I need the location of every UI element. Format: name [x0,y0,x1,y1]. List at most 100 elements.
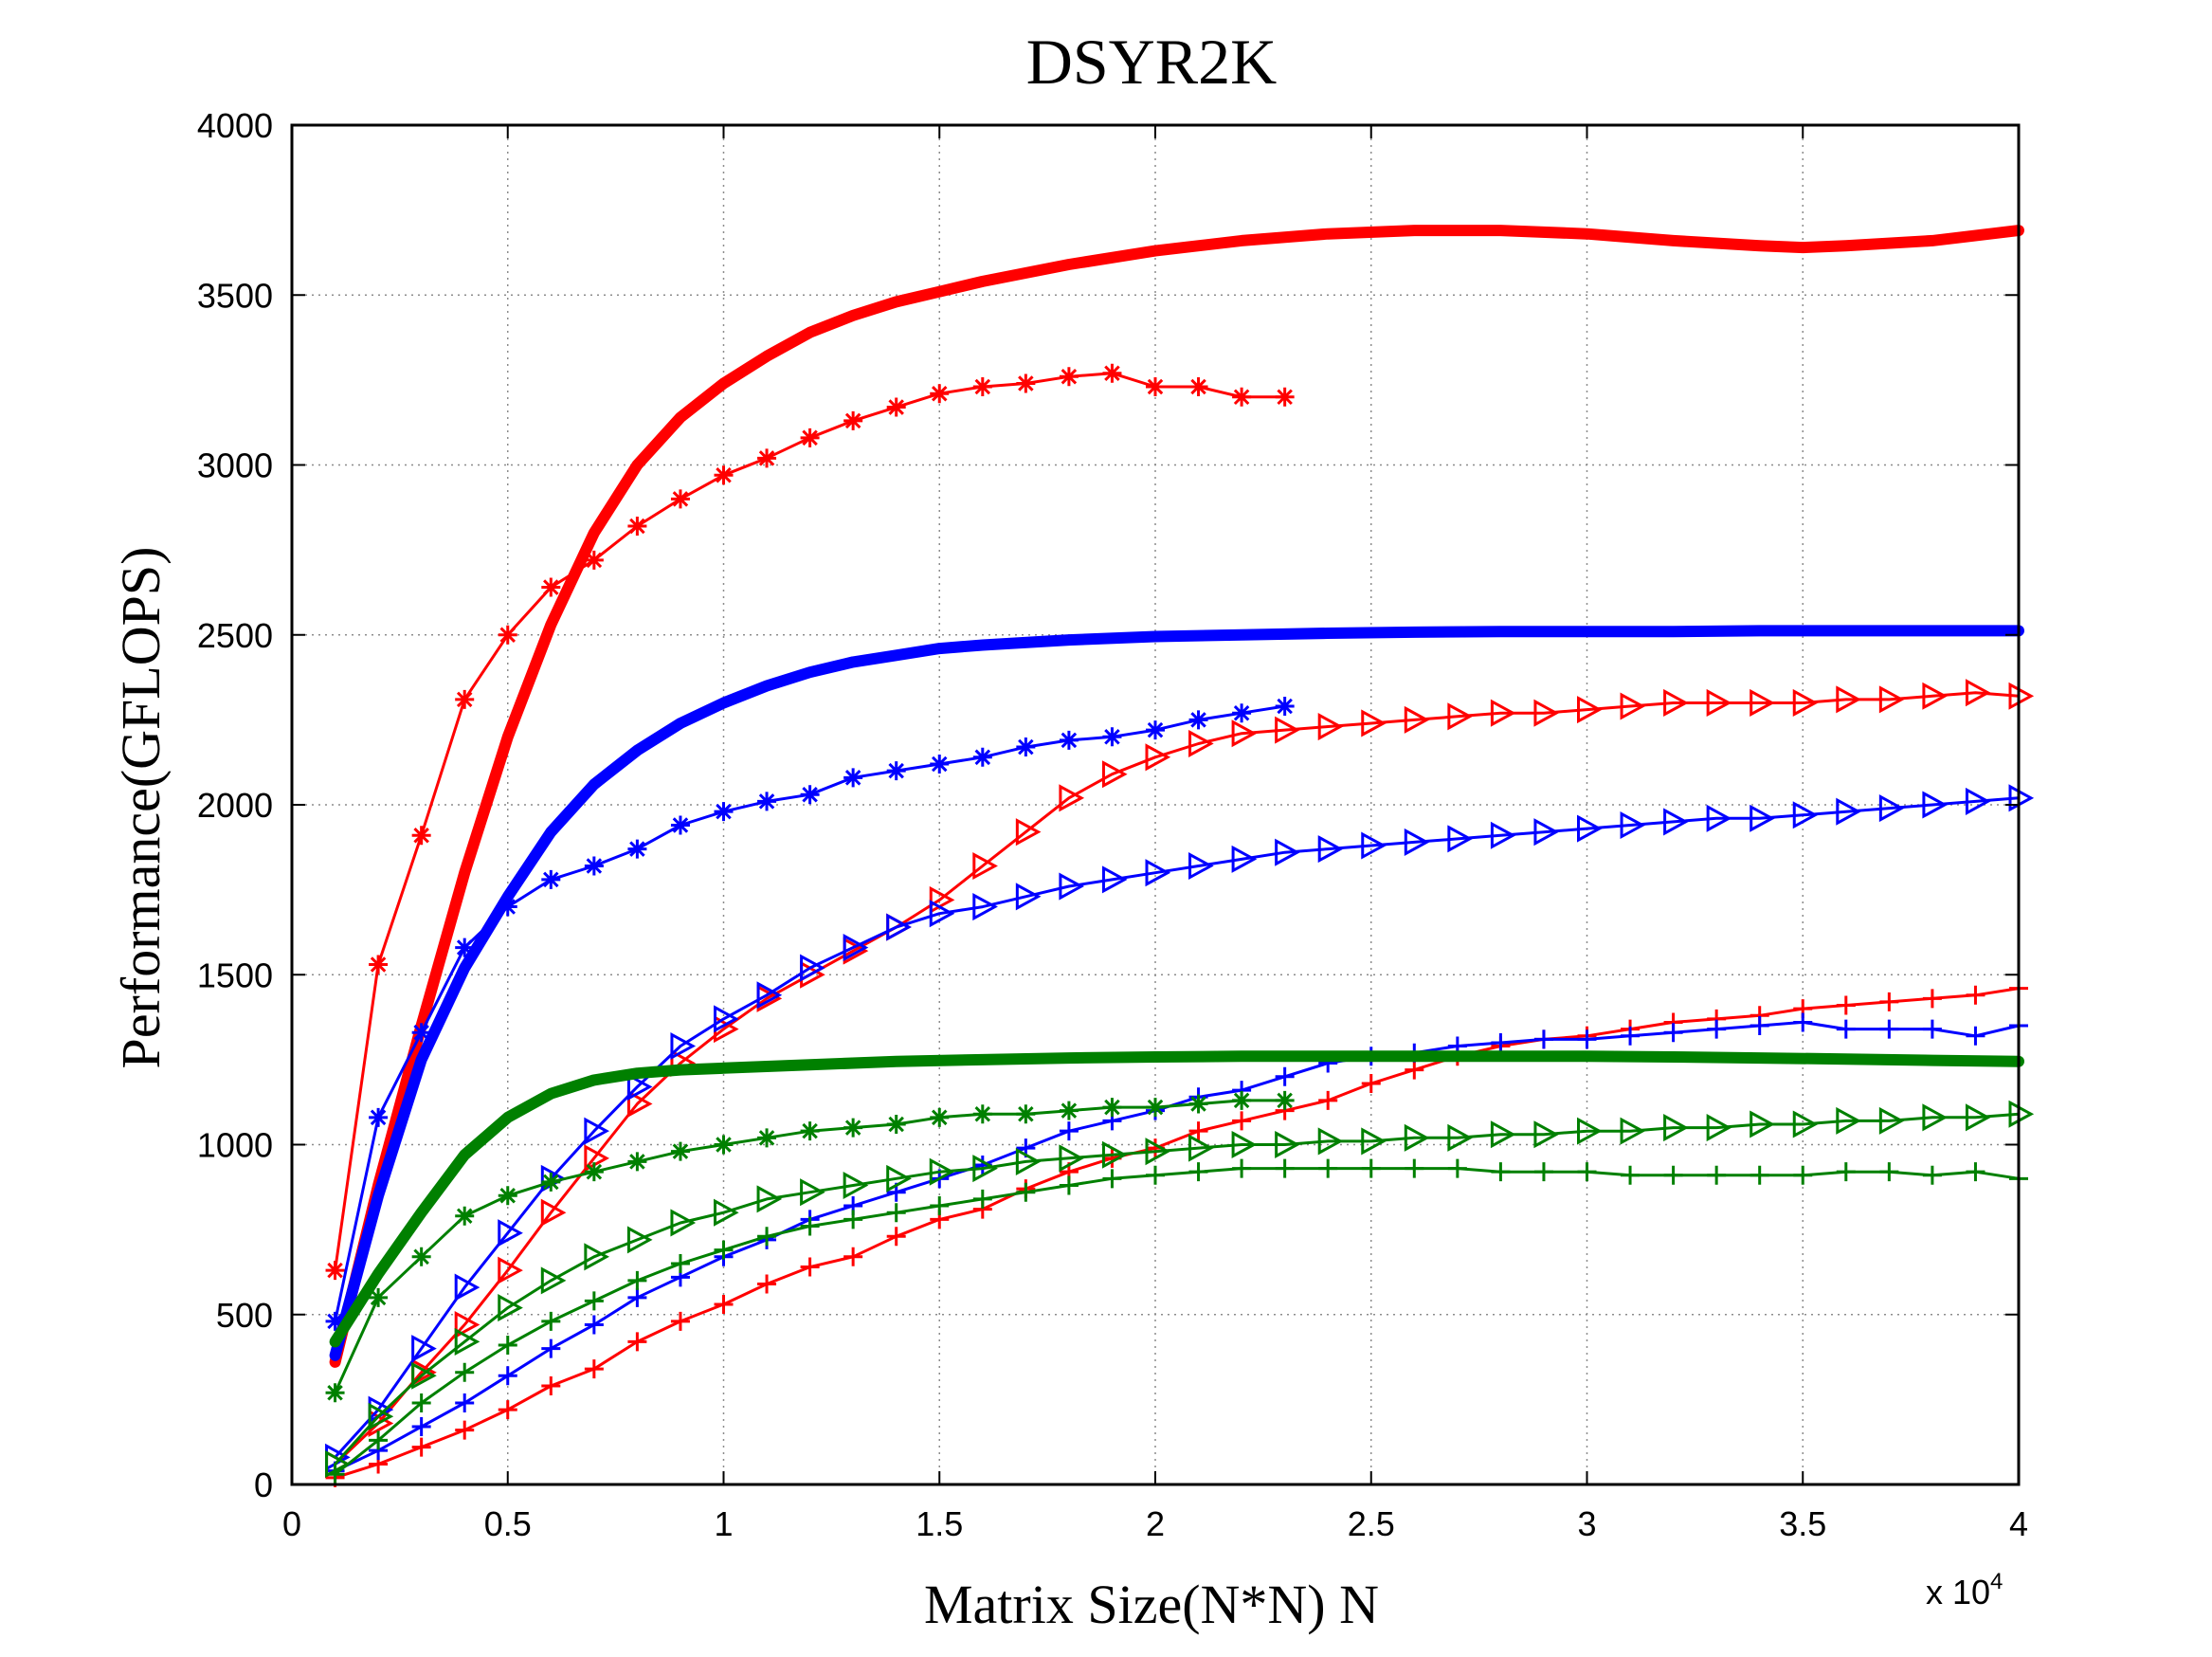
data-point-plus [498,1400,517,1420]
data-point-triangle [1965,679,1991,707]
data-point-triangle [800,954,825,982]
data-point-star [411,1247,431,1266]
data-point-triangle [886,1164,912,1193]
data-point-triangle [2008,682,2035,710]
data-point-star [541,577,561,597]
data-point-star [757,1128,777,1148]
data-point-star [627,1152,647,1172]
data-point-star [930,754,950,774]
data-point-star [670,815,690,835]
data-point-triangle [1663,808,1689,836]
data-point-plus [1663,1023,1683,1043]
x-multiplier-label: x 104 [1926,1569,2003,1611]
data-point-plus [369,1430,389,1450]
data-point-triangle [1101,865,1128,894]
data-point-plus [1836,995,1856,1015]
data-point-triangle [498,1219,523,1247]
data-point-triangle [411,1361,437,1390]
data-point-plus [886,1203,906,1223]
data-point-star [800,428,820,447]
data-point-triangle [1922,682,1949,710]
data-point-star [541,869,561,889]
data-point-plus [541,1311,561,1331]
series-line-blue-plus [334,1020,2021,1473]
data-point-triangle [1750,804,1775,832]
data-point-triangle [1663,688,1689,717]
data-point-star [930,1107,950,1127]
data-point-plus [1707,1165,1727,1185]
series-green-thick [329,1050,2024,1348]
data-point-plus [714,1240,734,1260]
data-point-triangle [1490,699,1516,727]
data-point-star [1102,1098,1122,1118]
x-tick-label: 1.5 [916,1504,963,1543]
data-point-triangle [2008,784,2035,812]
data-point-plus [498,1336,517,1356]
data-point-triangle [584,1117,609,1145]
data-point-triangle [1404,828,1430,856]
series-red-thick [329,225,2024,1368]
data-point-plus [714,1294,734,1314]
data-point-triangle [800,1178,825,1207]
data-point-star [627,839,647,859]
data-point-triangle [929,1157,955,1186]
data-point-plus [930,1196,950,1216]
data-point-plus [1707,1019,1727,1039]
data-point-triangle [843,1171,869,1200]
data-point-triangle [1361,709,1387,737]
data-point-triangle [498,1256,523,1284]
data-point-triangle [1620,810,1646,840]
data-point-plus [498,1366,517,1386]
series-line-blue-thick [329,625,2024,1361]
data-point-plus [1275,1066,1295,1086]
data-point-plus [1750,1016,1769,1036]
data-point-triangle [1878,794,1905,823]
data-point-plus [843,1247,863,1266]
data-point-star [1275,1090,1295,1110]
data-point-plus [1750,1165,1769,1185]
data-point-star [325,1311,345,1331]
data-point-triangle [1706,1114,1732,1142]
data-point-star [1232,387,1252,407]
data-point-plus [1318,1158,1338,1178]
data-point-triangle [454,1327,480,1356]
data-point-star [369,1287,389,1307]
data-point-triangle [1275,716,1300,744]
data-point-triangle [1706,688,1732,717]
series-blue-star [325,697,1295,1331]
data-point-plus [1793,1012,1813,1032]
data-point-plus [1318,1090,1338,1110]
data-point-star [325,1261,345,1281]
data-point-star [886,1114,906,1134]
data-point-star [843,1118,863,1138]
data-point-star [1232,1090,1252,1110]
data-point-triangle [1231,845,1258,873]
data-point-star [670,489,690,509]
data-point-triangle [1404,705,1430,734]
series-blue-plus [325,1012,2028,1481]
y-tick-label: 1500 [197,956,273,994]
y-tick-label: 3000 [197,446,273,485]
data-point-triangle [1836,685,1861,714]
data-point-triangle [1922,791,1949,819]
data-point-triangle [1188,1134,1214,1162]
data-point-triangle [1792,1110,1819,1138]
data-point-triangle [929,885,955,914]
data-point-star [1059,367,1079,387]
data-point-triangle [1878,685,1905,714]
x-tick-label: 4 [2009,1504,2028,1543]
data-point-plus [411,1393,431,1412]
data-point-triangle [670,1032,697,1061]
data-point-plus [1577,1162,1597,1182]
data-point-triangle [714,1005,739,1033]
data-point-plus [1232,1158,1252,1178]
data-point-plus [1188,1121,1208,1141]
data-point-plus [1275,1158,1295,1178]
x-tick-label: 1 [714,1504,733,1543]
data-point-triangle [1663,1114,1689,1142]
data-point-triangle [368,1402,394,1430]
data-point-star [1188,377,1208,397]
data-point-plus [1621,1165,1641,1185]
y-axis-label: Performance(GFLOPS) [110,547,172,1069]
data-point-triangle [1317,1127,1344,1156]
